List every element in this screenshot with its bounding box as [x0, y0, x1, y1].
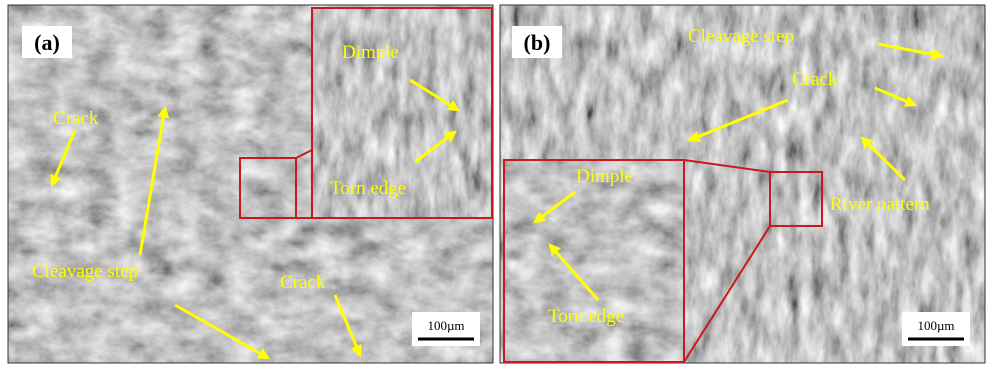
annotation: River pattern [830, 194, 930, 215]
page: (a) Crack Cleavage step Crack Dimple Tor… [0, 0, 989, 369]
panel-label: (a) [34, 30, 60, 55]
annotation: Crack [280, 272, 326, 293]
panel-a: (a) Crack Cleavage step Crack Dimple Tor… [8, 5, 493, 363]
scale-label: 100µm [427, 318, 464, 333]
scale-label: 100µm [917, 318, 954, 333]
panel-label: (b) [524, 30, 551, 55]
annotation: Cleavage step [32, 261, 138, 282]
annotation: Dimple [576, 166, 633, 187]
annotation: Cleavage step [688, 26, 794, 47]
annotation: Dimple [342, 42, 399, 63]
annotation: Crack [53, 108, 99, 129]
figure: (a) Crack Cleavage step Crack Dimple Tor… [0, 0, 989, 369]
annotation: Crack [792, 69, 838, 90]
inset [504, 160, 684, 362]
annotation: Torn edge [330, 178, 406, 199]
annotation: Torn edge [548, 306, 624, 327]
panel-b: (b) Cleavage step Crack River pattern Di… [500, 5, 985, 363]
